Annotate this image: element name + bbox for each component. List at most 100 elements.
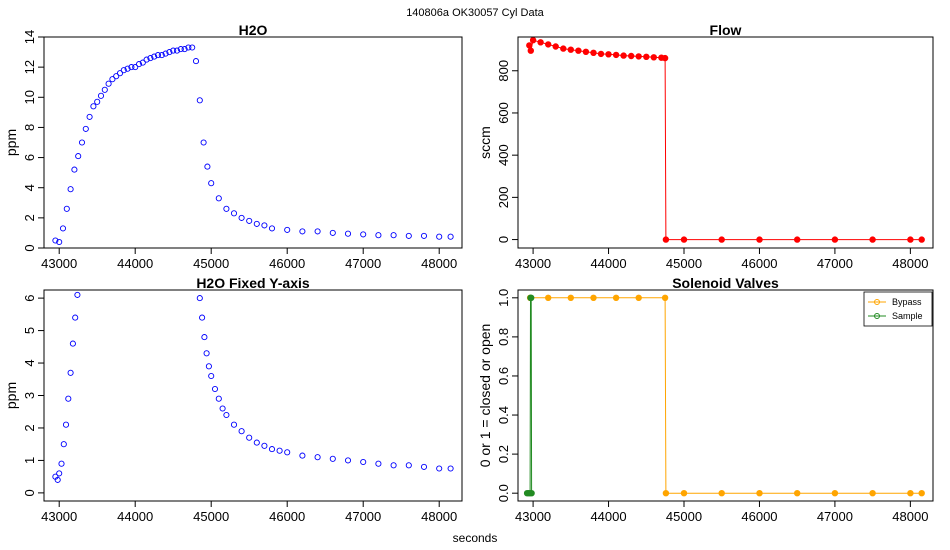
data-point xyxy=(90,103,97,110)
data-point xyxy=(65,395,72,402)
data-point xyxy=(405,232,412,239)
data-point xyxy=(869,490,876,497)
y-axis-label-h2o: ppm xyxy=(3,129,19,156)
data-point xyxy=(529,37,537,44)
data-point xyxy=(132,64,139,71)
x-tick-label: 44000 xyxy=(117,509,153,524)
data-point xyxy=(238,214,245,221)
data-point xyxy=(219,405,226,412)
data-point xyxy=(71,166,78,173)
data-point xyxy=(139,59,146,66)
data-point xyxy=(420,232,428,239)
data-point xyxy=(201,334,208,341)
data-point xyxy=(662,236,670,243)
data-point xyxy=(204,163,211,170)
y-tick-label: 5 xyxy=(22,327,37,334)
data-point xyxy=(56,470,63,477)
data-point xyxy=(276,447,283,454)
data-point xyxy=(230,210,238,217)
y-tick-label: 2 xyxy=(22,424,37,431)
data-point xyxy=(567,294,574,301)
plot-frame-h2o xyxy=(43,36,463,249)
data-point xyxy=(192,58,200,65)
data-point xyxy=(907,490,914,497)
data-point xyxy=(680,236,688,243)
data-point xyxy=(552,43,559,50)
data-point xyxy=(113,73,120,80)
plot-frame-flow xyxy=(517,36,934,249)
data-point xyxy=(643,53,650,60)
data-point xyxy=(597,50,605,58)
data-point xyxy=(756,490,763,497)
data-point xyxy=(124,65,131,72)
data-point xyxy=(116,70,124,77)
data-point xyxy=(344,230,352,237)
data-point xyxy=(78,139,86,146)
data-point xyxy=(390,462,397,469)
plot-area-h2o xyxy=(52,44,454,246)
x-tick-label: 43000 xyxy=(515,509,551,524)
y-tick-label: 8 xyxy=(22,124,37,131)
y-tick-label: 0.2 xyxy=(496,445,511,463)
data-point xyxy=(54,476,61,483)
x-tick-label: 46000 xyxy=(741,509,777,524)
y-tick-label: 4 xyxy=(22,359,37,366)
data-point xyxy=(447,233,454,240)
data-point xyxy=(82,125,89,132)
x-tick-label: 43000 xyxy=(41,256,77,271)
data-point xyxy=(314,228,321,235)
chart-h2o: H2O ppm 43000 44000 45000 46000 47000 48000 0 2 4 6… xyxy=(3,22,463,271)
x-tick-label: 46000 xyxy=(741,256,777,271)
data-point xyxy=(261,442,268,449)
y-tick-label: 0.6 xyxy=(496,367,511,385)
data-point xyxy=(268,446,276,453)
x-tick-label: 44000 xyxy=(590,256,626,271)
data-point xyxy=(620,52,627,59)
data-point xyxy=(590,294,597,301)
data-point xyxy=(56,238,63,246)
data-point xyxy=(200,139,207,146)
data-point xyxy=(831,490,839,497)
data-point xyxy=(166,49,173,56)
data-point xyxy=(612,294,620,301)
data-point xyxy=(375,460,382,467)
data-point xyxy=(105,80,112,87)
data-point xyxy=(185,44,192,51)
series-line xyxy=(527,297,533,494)
data-point xyxy=(526,42,533,49)
chart-title-h2o-fixed: H2O Fixed Y-axis xyxy=(196,275,310,291)
series-valves-sample xyxy=(523,294,535,497)
data-point xyxy=(756,236,763,243)
chart-h2o-fixed: H2O Fixed Y-axis ppm 43000 44000 45000 46000 4… xyxy=(3,275,463,524)
data-point xyxy=(545,294,552,301)
y-tick-label: 14 xyxy=(22,30,37,44)
data-point xyxy=(173,47,181,54)
series-flow-0 xyxy=(526,37,925,243)
data-point xyxy=(246,217,253,224)
data-point xyxy=(575,47,582,54)
x-tick-label: 48000 xyxy=(421,509,457,524)
plot-area-valves xyxy=(523,294,925,497)
data-point xyxy=(59,225,67,232)
chart-title-h2o: H2O xyxy=(239,22,268,38)
y-tick-label: 0.0 xyxy=(496,484,511,502)
data-point xyxy=(181,46,188,53)
data-point xyxy=(527,47,534,54)
y-axis-label-h2o-fixed: ppm xyxy=(3,382,19,409)
data-point xyxy=(177,46,184,53)
data-point xyxy=(205,363,212,370)
data-point xyxy=(253,220,260,227)
data-point xyxy=(329,455,336,462)
data-point xyxy=(97,92,105,99)
legend-valves: Bypass Sample xyxy=(863,291,933,327)
data-point xyxy=(680,490,688,497)
series-h2o-fixed-0 xyxy=(52,291,454,483)
legend-label-sample: Sample xyxy=(892,311,923,321)
x-tick-label: 45000 xyxy=(193,256,229,271)
x-tick-label: 43000 xyxy=(515,256,551,271)
data-point xyxy=(590,49,597,56)
data-point xyxy=(447,465,454,472)
y-tick-label: 12 xyxy=(22,60,37,74)
data-point xyxy=(199,314,206,321)
data-point xyxy=(628,52,635,60)
